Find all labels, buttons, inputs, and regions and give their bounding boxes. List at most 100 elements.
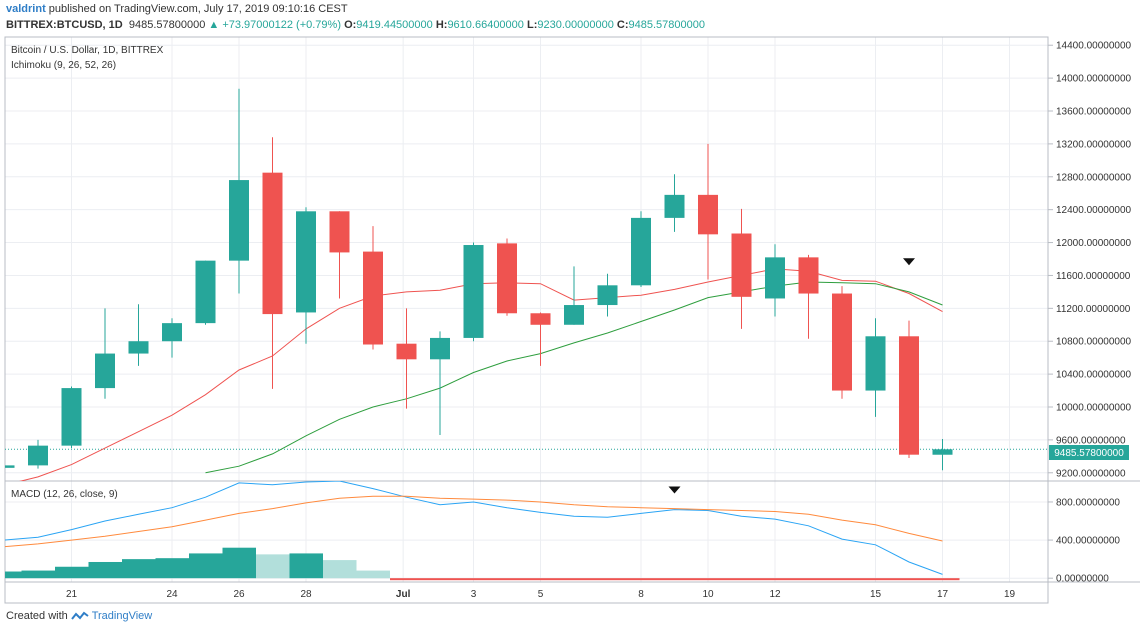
candle[interactable]: [698, 143, 718, 280]
high-value: 9610.66400000: [447, 19, 524, 31]
candle-body: [195, 260, 216, 324]
candle[interactable]: [765, 244, 785, 317]
candle[interactable]: [61, 386, 82, 449]
x-tick-label: 26: [233, 589, 245, 600]
candle-body: [564, 305, 584, 325]
candle-body: [664, 194, 685, 218]
candle-body: [262, 172, 283, 315]
candle[interactable]: [832, 286, 852, 399]
created-with-text: Created with: [6, 610, 68, 622]
candle[interactable]: [162, 318, 182, 358]
last-price-tag: 9485.57800000: [1049, 445, 1129, 460]
candle[interactable]: [564, 266, 584, 325]
candle[interactable]: [229, 88, 249, 294]
candle[interactable]: [28, 439, 48, 469]
candle[interactable]: [95, 308, 115, 399]
candle[interactable]: [463, 242, 484, 342]
price-axis-label: 10800.00000000: [1056, 337, 1132, 348]
candle[interactable]: [932, 439, 953, 471]
macd-histogram-bar: [55, 566, 89, 579]
x-tick-label: 5: [538, 589, 544, 600]
candle[interactable]: [363, 226, 383, 350]
candle-body: [497, 243, 517, 314]
macd-axis-label: 800.00000000: [1056, 497, 1120, 508]
candle-body: [530, 313, 551, 325]
tradingview-brand[interactable]: TradingView: [91, 610, 153, 622]
candle-body: [899, 336, 919, 455]
candle-body: [363, 251, 383, 345]
x-tick-label: 28: [300, 589, 312, 600]
footer: Created with TradingView: [6, 610, 152, 622]
price-axis-label: 14400.00000000: [1056, 41, 1132, 52]
candle[interactable]: [865, 318, 886, 417]
price-axis-label: 12800.00000000: [1056, 172, 1132, 183]
candle-body: [798, 257, 819, 294]
macd-histogram-bar: [490, 578, 524, 581]
tradingview-logo-icon: [71, 610, 92, 622]
candle-body: [865, 336, 886, 391]
last-price: 9485.57800000: [128, 19, 206, 31]
publisher-name[interactable]: valdrint: [6, 3, 46, 15]
candle-body: [932, 449, 953, 455]
price-axis-label: 12400.00000000: [1056, 205, 1132, 216]
macd-label[interactable]: MACD (12, 26, close, 9): [11, 489, 118, 500]
macd-histogram-bar: [122, 559, 156, 579]
candle-body: [329, 211, 350, 253]
x-tick-label: 12: [769, 589, 781, 600]
macd-histogram-bar: [658, 578, 692, 581]
candle[interactable]: [128, 304, 149, 366]
macd-histogram-bar: [691, 578, 725, 581]
macd-histogram-bar: [792, 578, 826, 581]
x-tick-label: 3: [471, 589, 477, 600]
price-axis-label: 13200.00000000: [1056, 139, 1132, 150]
macd-histogram-bar: [155, 558, 189, 579]
symbol-bar: BITTREX:BTCUSD, 1D 9485.57800000 ▲ +73.9…: [6, 19, 705, 31]
candle-body: [61, 388, 82, 446]
macd-histogram-bar: [21, 570, 55, 579]
ichimoku-label[interactable]: Ichimoku (9, 26, 52, 26): [11, 60, 116, 71]
candle-body: [229, 180, 249, 261]
publish-info: valdrint published on TradingView.com, J…: [6, 3, 348, 15]
candle[interactable]: [597, 273, 618, 317]
candle[interactable]: [497, 238, 517, 316]
candle[interactable]: [296, 207, 316, 344]
down-triangle-marker: [668, 486, 681, 494]
macd-histogram-bar: [222, 547, 256, 579]
x-tick-label: 24: [166, 589, 178, 600]
candle-body: [832, 293, 852, 391]
kijun-sen-line: [205, 281, 943, 474]
candle[interactable]: [899, 320, 919, 458]
candle[interactable]: [430, 331, 450, 435]
x-tick-label: Jul: [396, 589, 411, 600]
candle[interactable]: [530, 312, 551, 366]
low-value: 9230.00000000: [537, 19, 614, 31]
last-price-tag-text: 9485.57800000: [1054, 448, 1124, 459]
candle[interactable]: [798, 254, 819, 339]
candle[interactable]: [329, 211, 350, 299]
candle[interactable]: [0, 455, 15, 477]
candle-body: [597, 285, 618, 306]
down-triangle-marker: [903, 258, 915, 266]
macd-histogram-bar: [390, 578, 424, 581]
candle[interactable]: [631, 211, 651, 287]
candle[interactable]: [664, 174, 685, 232]
macd-histogram-bar: [356, 570, 390, 579]
candle-body: [463, 245, 484, 338]
macd-histogram-bar: [859, 578, 893, 581]
signal-line: [5, 495, 943, 548]
macd-histogram-bar: [624, 578, 658, 581]
candle-body: [5, 465, 15, 468]
price-axis-label: 9600.00000000: [1056, 435, 1126, 446]
candle[interactable]: [262, 137, 283, 389]
macd-histogram-bar: [557, 578, 591, 581]
price-axis-label: 11600.00000000: [1056, 271, 1131, 282]
candle[interactable]: [195, 260, 216, 325]
candle[interactable]: [396, 308, 417, 409]
candle[interactable]: [731, 208, 752, 329]
x-tick-label: 21: [66, 589, 78, 600]
price-axis-label: 10400.00000000: [1056, 370, 1132, 381]
published-text: published on TradingView.com, July 17, 2…: [48, 3, 348, 15]
macd-axis-label: 400.00000000: [1056, 536, 1120, 547]
price-axis-label: 11200.00000000: [1056, 304, 1131, 315]
